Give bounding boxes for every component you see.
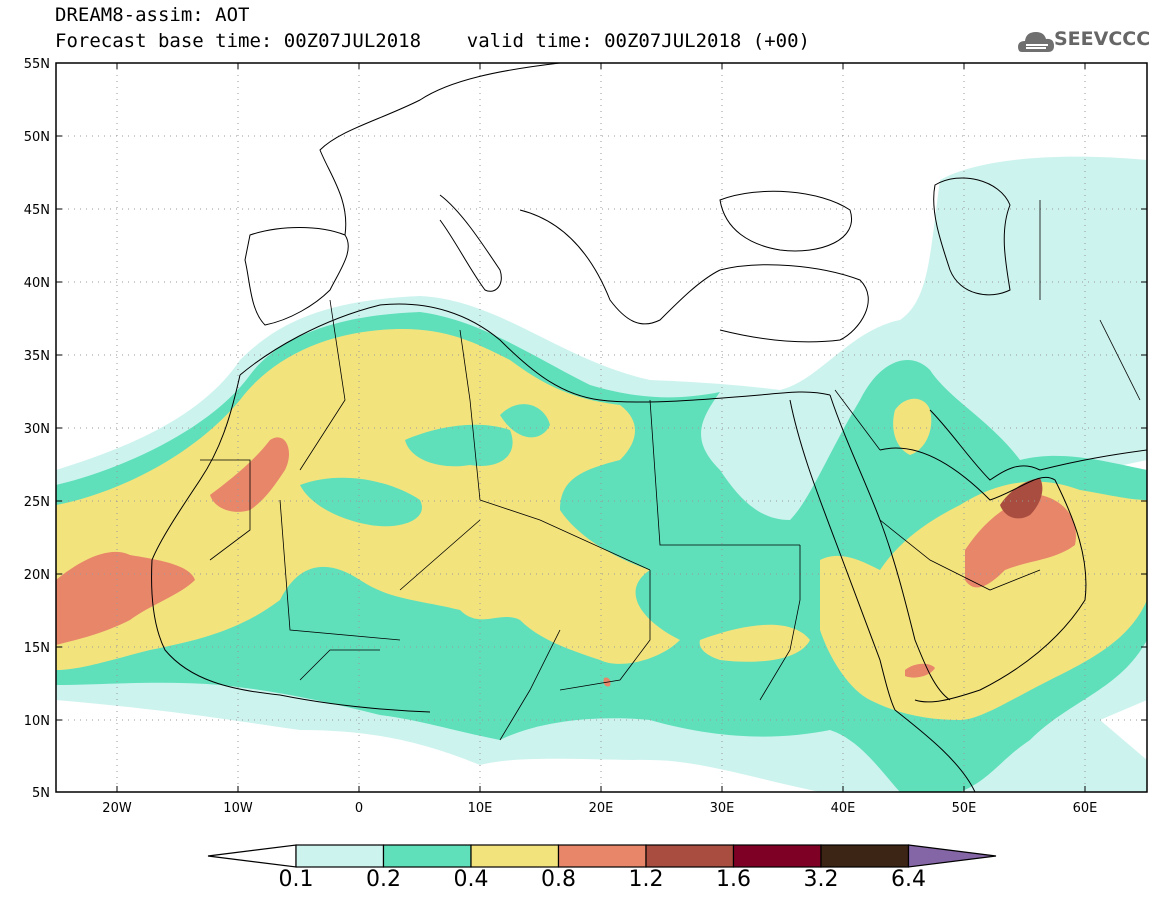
colorbar-swatch-0.2 — [382, 844, 472, 868]
lat-label-35n: 35N — [24, 349, 50, 364]
lat-label-10n: 10N — [24, 714, 50, 729]
lat-label-55n: 55N — [24, 57, 50, 72]
colorbar-swatch-3.2 — [820, 844, 910, 868]
country-borders — [200, 200, 1141, 741]
lon-label-10w: 10W — [223, 801, 253, 816]
coastlines — [151, 63, 1147, 792]
colorbar-label-0.8: 0.8 — [541, 867, 576, 892]
lon-label-20w: 20W — [102, 801, 132, 816]
colorbar-label-1.6: 1.6 — [716, 867, 751, 892]
lat-label-50n: 50N — [24, 130, 50, 145]
colorbar-label-0.1: 0.1 — [278, 867, 314, 892]
lon-label-10e: 10E — [468, 801, 493, 816]
colorbar-label-0.2: 0.2 — [366, 867, 401, 892]
colorbar-label-3.2: 3.2 — [803, 867, 839, 892]
lat-label-40n: 40N — [24, 276, 50, 291]
map-title: DREAM8-assim: AOT — [55, 4, 250, 26]
lon-label-40e: 40E — [831, 801, 856, 816]
logo-text: SEEVCCC — [1054, 28, 1151, 50]
colorbar-label-1.2: 1.2 — [628, 867, 664, 892]
lat-label-20n: 20N — [24, 568, 50, 583]
colorbar-below-arrow — [207, 844, 297, 868]
aot-band-0.8 — [56, 437, 1076, 687]
cloud-icon — [1018, 32, 1054, 52]
lat-axis — [56, 62, 1147, 793]
lat-label-25n: 25N — [24, 495, 50, 510]
colorbar — [207, 844, 997, 868]
colorbar-swatch-1.2 — [645, 844, 735, 868]
colorbar-label-0.4: 0.4 — [453, 867, 489, 892]
forecast-time: Forecast base time: 00Z07JUL2018 valid t… — [55, 30, 810, 52]
lon-label-50e: 50E — [952, 801, 977, 816]
lon-label-0: 0 — [355, 801, 363, 816]
aot-band-1.2 — [1000, 478, 1043, 519]
colorbar-above-arrow — [907, 844, 997, 868]
lat-label-5n: 5N — [32, 786, 50, 801]
colorbar-swatch-0.4 — [470, 844, 560, 868]
colorbar-swatch-0.8 — [557, 844, 647, 868]
colorbar-label-6.4: 6.4 — [891, 867, 926, 892]
colorbar-swatch-0.1 — [295, 844, 385, 868]
aot-band-0.2-inner — [300, 404, 550, 527]
lon-label-20e: 20E — [589, 801, 614, 816]
lon-label-30e: 30E — [710, 801, 735, 816]
lat-label-45n: 45N — [24, 203, 50, 218]
lat-label-15n: 15N — [24, 641, 50, 656]
lon-label-60e: 60E — [1073, 801, 1098, 816]
colorbar-swatch-1.6 — [732, 844, 822, 868]
lat-label-30n: 30N — [24, 422, 50, 437]
